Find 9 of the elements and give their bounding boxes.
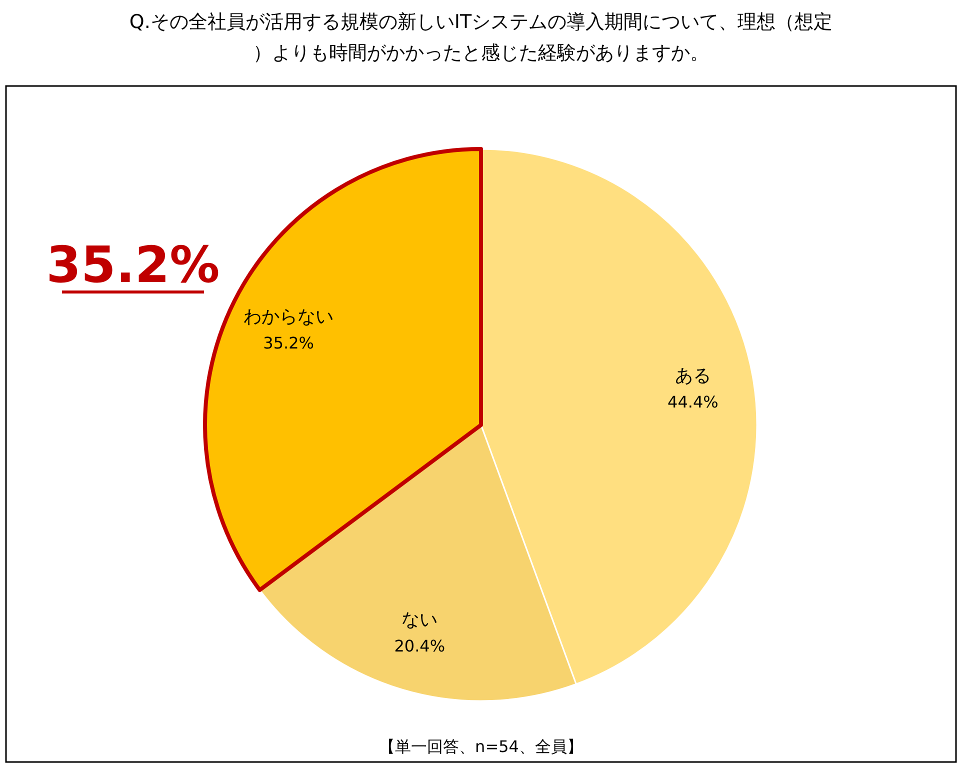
data-label: 20.4%: [394, 636, 446, 656]
chart-title: Q.その全社員が活用する規模の新しいITシステムの導入期間について、理想（想定）よりも時間がかかったと感じた経験がありますか。: [129, 11, 833, 64]
text: 【単一回答、n=54、全員】: [379, 737, 583, 756]
text: 35.2%: [46, 236, 220, 294]
slice-label: ある: [674, 365, 711, 386]
data-label: 35.2%: [263, 333, 314, 352]
slice-label: ない: [402, 609, 438, 630]
slice-label: わからない: [244, 306, 334, 328]
data-label: 44.4%: [668, 392, 718, 412]
